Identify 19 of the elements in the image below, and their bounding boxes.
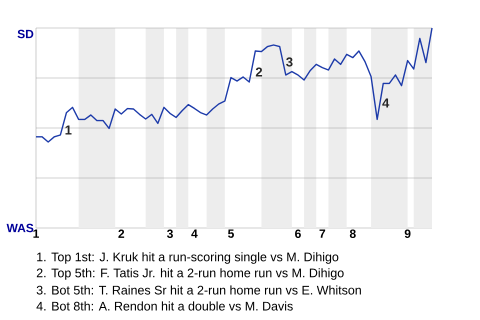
annotation: 3 <box>286 57 293 67</box>
x-tick-label: 8 <box>350 230 356 238</box>
x-tick-label: 6 <box>295 230 301 238</box>
annotation: 2 <box>256 67 262 77</box>
text: 1. Top 1st: J. Kruk hit a run-scoring single vs M. Dihigo <box>37 252 338 264</box>
text: 2. Top 5th: F. Tatis Jr. hit a 2-run home run vs M. Dihigo <box>36 268 344 280</box>
text: 4. Bot 8th: A. Rendon hit a double vs M. Davis <box>36 301 293 311</box>
x-tick-label: 1 <box>33 230 39 238</box>
x-tick-label: 5 <box>228 230 234 238</box>
annotation: 1 <box>66 126 72 134</box>
text: SD <box>18 30 34 38</box>
x-tick-label: 2 <box>118 230 124 238</box>
x-tick-label: 7 <box>320 230 326 238</box>
annotation: 4 <box>382 98 390 108</box>
x-tick-label: 9 <box>404 230 411 238</box>
x-tick-label: 4 <box>191 230 198 238</box>
text: WAS <box>6 224 34 232</box>
x-tick-label: 3 <box>166 230 173 238</box>
text: 3. Bot 5th: T. Raines Sr hit a 2-run home run vs E. Whitson <box>36 285 361 295</box>
